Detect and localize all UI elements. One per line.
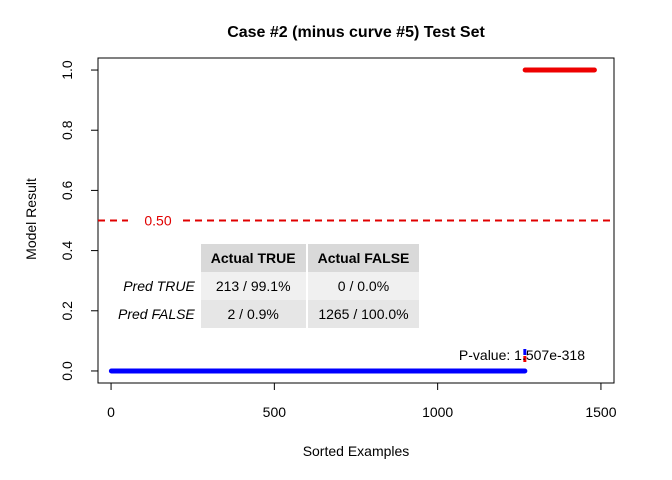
- y-tick-label: 0.4: [59, 241, 75, 261]
- threshold-label: 0.50: [144, 213, 171, 229]
- chart-title: Case #2 (minus curve #5) Test Set: [227, 24, 485, 41]
- p-value-annotation: P-value: 1.507e-318: [459, 347, 585, 363]
- chart-marks: 0.50: [98, 67, 614, 374]
- axes: 0 500 1000 1500 0.0 0.2 0.4 0.6 0.8 1.0: [59, 60, 617, 420]
- y-tick-label: 1.0: [59, 60, 75, 80]
- x-tick-label: 1500: [585, 404, 616, 420]
- matrix-corner: [108, 244, 201, 272]
- row-label-pred-false: Pred FALSE: [118, 306, 195, 322]
- x-tick-label: 1000: [422, 404, 453, 420]
- cell-true-positive: 213 / 99.1%: [200, 272, 308, 300]
- cell-false-negative: 2 / 0.9%: [200, 300, 308, 328]
- cell-false-positive: 0 / 0.0%: [306, 272, 422, 300]
- col-header-actual-true: Actual TRUE: [200, 244, 308, 272]
- col-header-actual-false: Actual FALSE: [306, 244, 422, 272]
- confusion-matrix: Actual TRUE Actual FALSE Pred TRUE 213 /…: [108, 244, 422, 328]
- y-tick-label: 0.8: [59, 120, 75, 140]
- x-tick-label: 500: [263, 404, 287, 420]
- y-axis-label: Model Result: [23, 178, 39, 260]
- x-axis-label: Sorted Examples: [303, 443, 410, 459]
- y-tick-label: 0.0: [59, 361, 75, 381]
- x-tick-label: 0: [107, 404, 115, 420]
- y-tick-label: 0.2: [59, 301, 75, 321]
- y-tick-label: 0.6: [59, 180, 75, 200]
- cell-true-negative: 1265 / 100.0%: [306, 300, 422, 328]
- row-label-pred-true: Pred TRUE: [123, 278, 195, 294]
